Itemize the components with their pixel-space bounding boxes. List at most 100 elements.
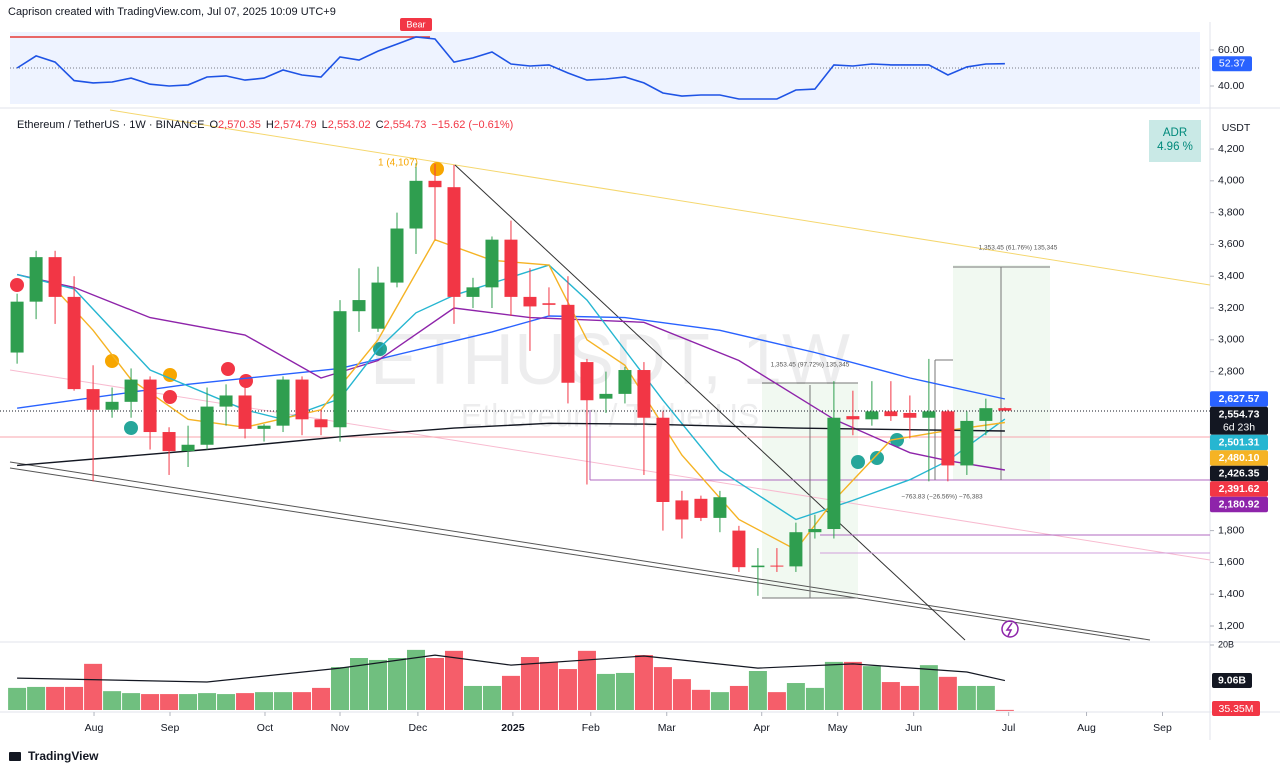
y-tick-label: 3,800 bbox=[1218, 206, 1244, 218]
volume-ma-label: 9.06B bbox=[1218, 674, 1246, 686]
volume-bar bbox=[27, 686, 46, 710]
signal-dot bbox=[105, 354, 119, 368]
adr-box bbox=[1149, 120, 1201, 162]
candle-body bbox=[580, 362, 594, 401]
candle-body bbox=[979, 408, 993, 421]
rsi-badge bbox=[1212, 56, 1252, 72]
bear-tag bbox=[400, 18, 432, 31]
y-tick-label: 1,200 bbox=[1218, 620, 1244, 632]
moving-average bbox=[16, 273, 1006, 471]
legend-item: 2,570.35 bbox=[218, 119, 261, 131]
signal-dot bbox=[124, 421, 138, 435]
alert-icon[interactable] bbox=[1001, 620, 1019, 638]
volume-bar bbox=[46, 686, 65, 710]
watermark: ETHUSDT, 1W bbox=[370, 320, 850, 400]
legend-item: −15.62 (−0.61%) bbox=[431, 119, 513, 131]
signal-dot bbox=[10, 278, 24, 292]
volume-bar bbox=[691, 689, 710, 710]
annotation: 1 (4,107) bbox=[378, 158, 418, 169]
y-tick-label: 40.00 bbox=[1218, 80, 1244, 92]
volume-bar bbox=[558, 669, 577, 710]
volume-bar bbox=[577, 650, 596, 710]
footer-logo[interactable]: TradingView bbox=[28, 749, 99, 763]
candle-body bbox=[504, 239, 518, 297]
candle-body bbox=[162, 432, 176, 452]
volume-bar bbox=[824, 661, 843, 710]
candle-body bbox=[200, 406, 214, 445]
price-badge bbox=[1210, 391, 1268, 407]
signal-dot bbox=[890, 433, 904, 447]
candle-body bbox=[371, 282, 385, 329]
price-badge bbox=[1210, 406, 1268, 435]
rsi-badge-label: 52.37 bbox=[1219, 58, 1245, 70]
y-tick-label: 1,800 bbox=[1218, 524, 1244, 536]
candle-body bbox=[922, 411, 936, 418]
trendline bbox=[109, 109, 1211, 286]
volume-badge bbox=[1212, 701, 1260, 716]
volume-bar bbox=[995, 709, 1014, 711]
trendline bbox=[9, 369, 1211, 561]
candle-body bbox=[998, 408, 1012, 411]
y-tick-label: 4,000 bbox=[1218, 175, 1244, 187]
price-badge-label: 2,554.73 bbox=[1219, 409, 1260, 421]
candle-body bbox=[276, 379, 290, 426]
candle-body bbox=[846, 416, 860, 420]
volume-bar bbox=[786, 683, 805, 710]
volume-bar bbox=[236, 693, 255, 710]
candle-body bbox=[618, 370, 632, 394]
x-tick-label: Oct bbox=[257, 722, 273, 734]
volume-bar bbox=[900, 685, 919, 710]
volume-bar bbox=[84, 663, 103, 710]
legend-item: O bbox=[209, 119, 218, 131]
legend-item: H bbox=[266, 119, 274, 131]
candle-body bbox=[865, 411, 879, 420]
candle-body bbox=[732, 530, 746, 568]
legend-item: 2,554.73 bbox=[384, 119, 427, 131]
volume-bar bbox=[805, 687, 824, 710]
candle-body bbox=[219, 395, 233, 407]
candle-body bbox=[257, 425, 271, 429]
volume-bar bbox=[767, 692, 786, 710]
candle-body bbox=[884, 411, 898, 417]
volume-bar bbox=[425, 658, 444, 710]
volume-bar bbox=[881, 682, 900, 710]
legend-item: 2,574.79 bbox=[274, 119, 317, 131]
candle-body bbox=[10, 301, 24, 353]
y-tick-label: 1,600 bbox=[1218, 556, 1244, 568]
volume-badge-label: 35.35M bbox=[1218, 703, 1253, 715]
price-badge-label: 2,180.92 bbox=[1219, 499, 1260, 511]
volume-bar bbox=[255, 692, 274, 710]
legend-item: L bbox=[322, 119, 328, 131]
volume-bar bbox=[976, 685, 995, 710]
y-tick-label: 3,200 bbox=[1218, 302, 1244, 314]
bear-label: Bear bbox=[406, 19, 425, 29]
candle-body bbox=[675, 500, 689, 520]
y-tick-label: 3,400 bbox=[1218, 270, 1244, 282]
y-tick-label: 4,200 bbox=[1218, 143, 1244, 155]
symbol-legend: Ethereum / TetherUS · 1W · BINANCE O2,570… bbox=[17, 119, 513, 131]
signal-dot bbox=[870, 451, 884, 465]
candle-body bbox=[352, 300, 366, 312]
alert-icon bbox=[1005, 622, 1013, 637]
volume-bar bbox=[293, 692, 312, 710]
candle-body bbox=[124, 379, 138, 402]
x-tick-label: Nov bbox=[331, 722, 350, 734]
x-tick-label: May bbox=[828, 722, 849, 734]
candle-body bbox=[751, 565, 765, 568]
signal-dot bbox=[163, 390, 177, 404]
price-badge-label: 2,391.62 bbox=[1219, 483, 1260, 495]
legend-item: C bbox=[376, 119, 384, 131]
logo-mark bbox=[9, 752, 21, 761]
volume-bar bbox=[8, 687, 27, 710]
candle-body bbox=[447, 187, 461, 297]
price-badge bbox=[1210, 496, 1268, 513]
volume-bar bbox=[653, 667, 672, 710]
volume-bar bbox=[938, 676, 957, 710]
signal-dot bbox=[221, 362, 235, 376]
volume-bar bbox=[160, 694, 179, 710]
y-tick-label: 1,400 bbox=[1218, 588, 1244, 600]
x-tick-label: Jun bbox=[905, 722, 922, 734]
legend-item: Ethereum / TetherUS · 1W · BINANCE bbox=[17, 119, 204, 131]
volume-bar bbox=[596, 673, 615, 710]
